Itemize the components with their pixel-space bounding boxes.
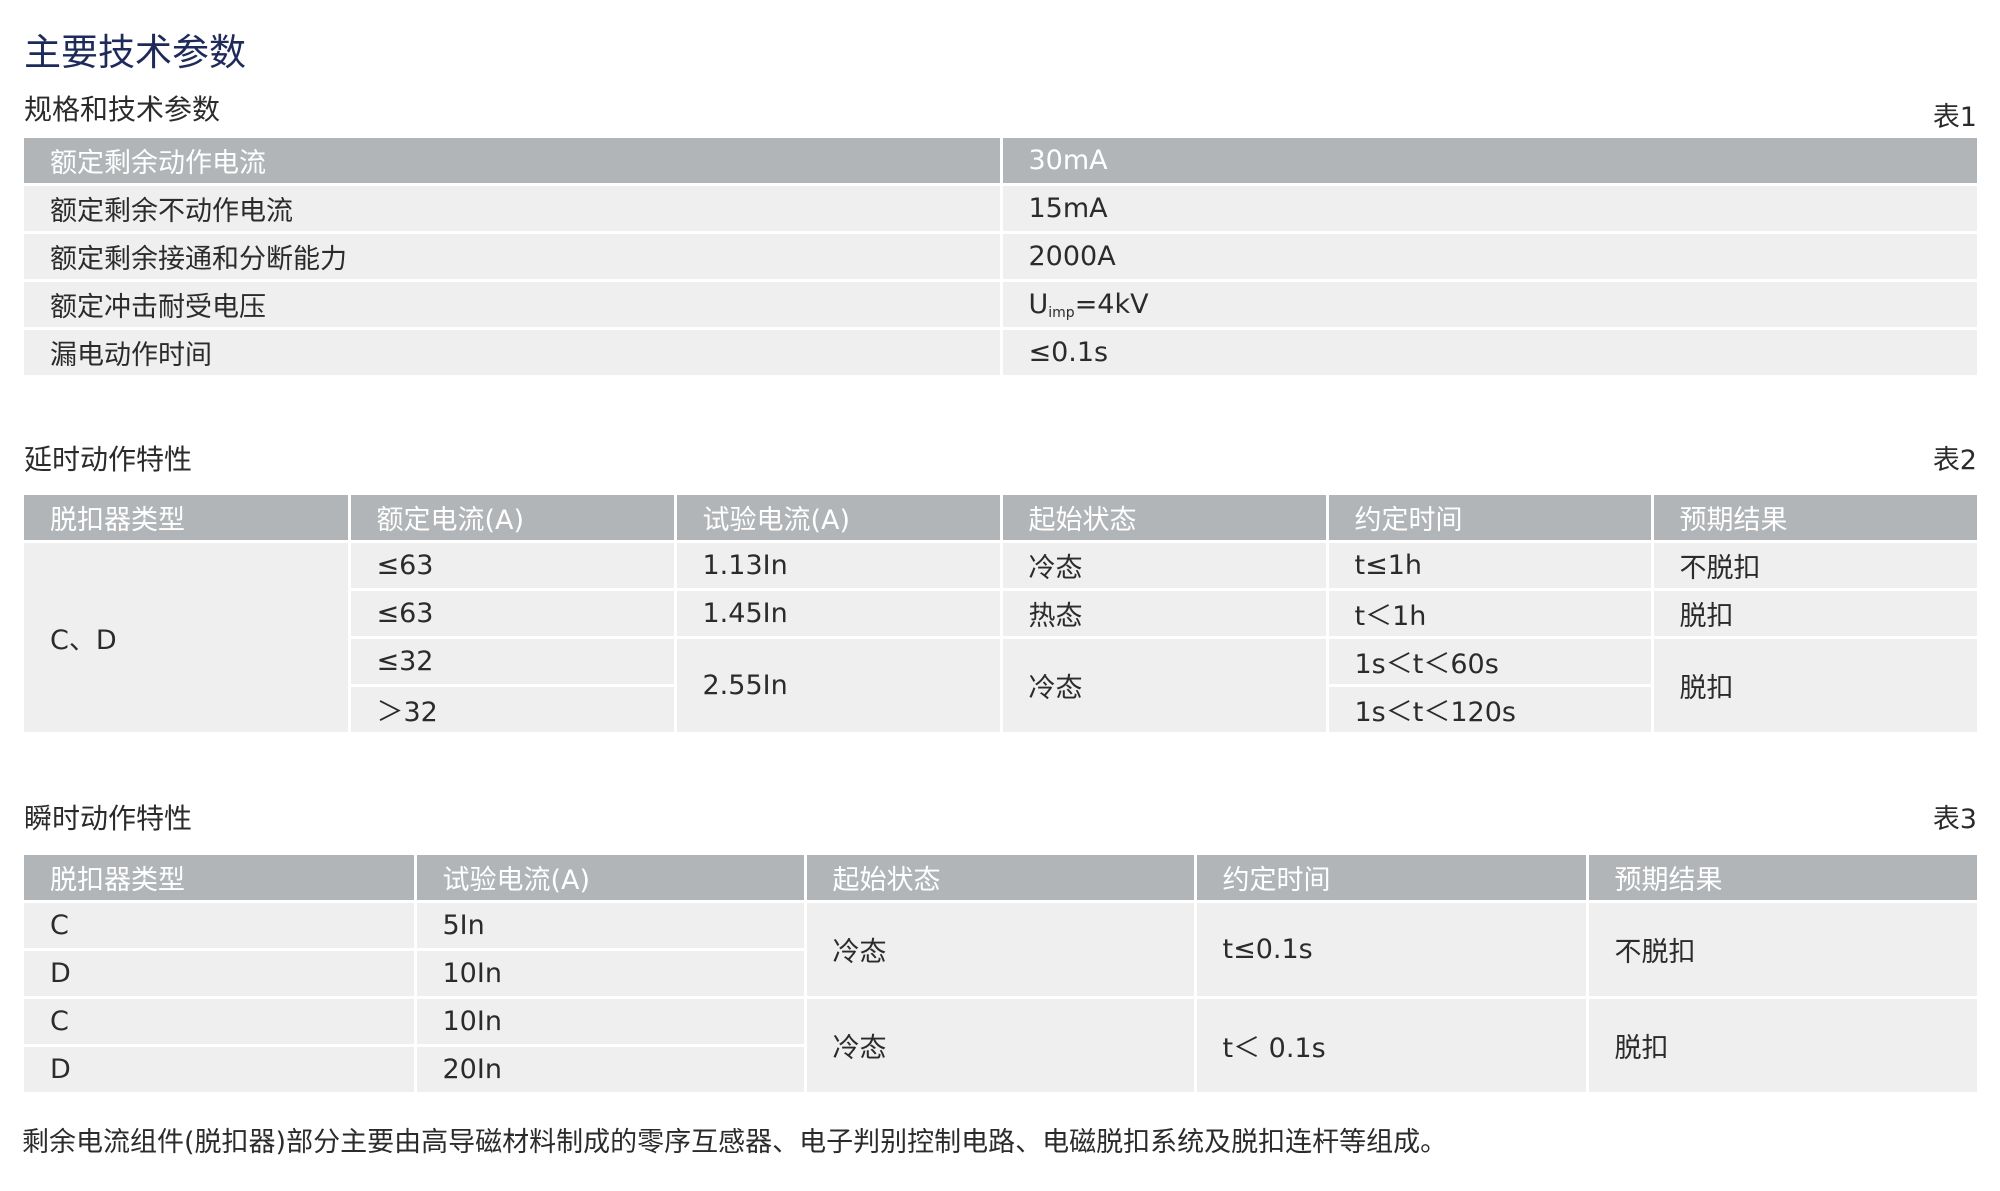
initial-state: 冷态 bbox=[803, 996, 1197, 1095]
column-header: 起始状态 bbox=[803, 855, 1197, 903]
footnote: 剩余电流组件(脱扣器)部分主要由高导磁材料制成的零序互感器、电子判别控制电路、电… bbox=[22, 1127, 1448, 1158]
release-type: D bbox=[24, 948, 417, 999]
instant-table: 脱扣器类型 试验电流(A) 起始状态 约定时间 预期结果 C 5In 冷态 t≤… bbox=[24, 855, 1977, 1095]
param-value: 30mA bbox=[999, 138, 1977, 186]
header-row: 脱扣器类型 试验电流(A) 起始状态 约定时间 预期结果 bbox=[24, 855, 1977, 903]
conventional-time: t＜1h bbox=[1325, 588, 1654, 639]
table-row: 额定剩余接通和分断能力 2000A bbox=[24, 231, 1977, 282]
param-value: ≤0.1s bbox=[999, 327, 1977, 378]
expected-result: 脱扣 bbox=[1650, 588, 1977, 639]
conventional-time: 1s＜t＜120s bbox=[1325, 684, 1652, 735]
table-row: 额定剩余动作电流 30mA bbox=[24, 138, 1977, 186]
expected-result: 脱扣 bbox=[1650, 636, 1977, 735]
test-current: 2.55In bbox=[673, 636, 1003, 735]
param-label: 额定剩余接通和分断能力 bbox=[24, 231, 1003, 282]
table-row: D 20In bbox=[24, 1044, 1977, 1095]
table1-number: 表1 bbox=[1932, 102, 1977, 133]
expected-result: 脱扣 bbox=[1585, 996, 1977, 1095]
column-header: 试验电流(A) bbox=[673, 495, 1003, 543]
test-current: 10In bbox=[413, 948, 805, 999]
expected-result: 不脱扣 bbox=[1585, 900, 1977, 999]
table-row: ≤63 1.45In 热态 t＜1h 脱扣 bbox=[24, 588, 1977, 639]
release-type: C bbox=[24, 900, 417, 951]
table2-number: 表2 bbox=[1932, 445, 1977, 476]
column-header: 约定时间 bbox=[1193, 855, 1589, 903]
conventional-time: 1s＜t＜60s bbox=[1325, 636, 1654, 687]
column-header: 预期结果 bbox=[1650, 495, 1977, 543]
param-label: 漏电动作时间 bbox=[24, 327, 1003, 378]
column-header: 预期结果 bbox=[1585, 855, 1977, 903]
column-header: 约定时间 bbox=[1325, 495, 1654, 543]
value-prefix: U bbox=[1028, 288, 1049, 320]
value-suffix: =4kV bbox=[1074, 288, 1149, 320]
conventional-time: t＜ 0.1s bbox=[1193, 996, 1589, 1095]
test-current: 5In bbox=[413, 900, 807, 951]
initial-state: 冷态 bbox=[803, 900, 1197, 999]
table-row: C、D ≤63 1.13In 冷态 t≤1h 不脱扣 bbox=[24, 540, 1977, 735]
table-row: D 10In bbox=[24, 948, 1977, 999]
test-current: 20In bbox=[413, 1044, 805, 1095]
column-header: 额定电流(A) bbox=[347, 495, 677, 543]
spec-table: 额定剩余动作电流 30mA 额定剩余不动作电流 15mA 额定剩余接通和分断能力 20… bbox=[24, 138, 1977, 378]
table-row: ≤32 2.55In 冷态 1s＜t＜60s 脱扣 bbox=[24, 636, 1977, 735]
expected-result: 不脱扣 bbox=[1650, 540, 1977, 591]
param-value: Uimp=4kV bbox=[999, 279, 1977, 330]
column-header: 脱扣器类型 bbox=[24, 855, 417, 903]
table2-caption: 延时动作特性 bbox=[24, 443, 193, 476]
initial-state: 热态 bbox=[999, 588, 1329, 639]
conventional-time: t≤1h bbox=[1325, 540, 1654, 591]
table1-caption: 规格和技术参数 bbox=[24, 93, 221, 126]
test-current: 1.45In bbox=[673, 588, 1003, 639]
delay-table: 脱扣器类型 额定电流(A) 试验电流(A) 起始状态 约定时间 预期结果 C、D… bbox=[24, 495, 1977, 735]
rated-current: ≤63 bbox=[347, 540, 677, 591]
table3-number: 表3 bbox=[1932, 804, 1977, 835]
column-header: 试验电流(A) bbox=[413, 855, 807, 903]
param-value: 2000A bbox=[999, 231, 1977, 282]
release-type: C bbox=[24, 996, 417, 1047]
rated-current: ≤32 bbox=[349, 636, 677, 687]
initial-state: 冷态 bbox=[999, 636, 1329, 735]
table-row: ＞32 1s＜t＜120s bbox=[24, 684, 1977, 735]
initial-state: 冷态 bbox=[999, 540, 1329, 591]
table3-caption: 瞬时动作特性 bbox=[24, 802, 193, 835]
param-value: 15mA bbox=[999, 183, 1977, 234]
page-title: 主要技术参数 bbox=[24, 31, 246, 74]
value-subscript: imp bbox=[1048, 304, 1075, 321]
param-label: 额定冲击耐受电压 bbox=[24, 279, 1003, 330]
rated-current: ＞32 bbox=[349, 684, 677, 735]
table-row: C 5In 冷态 t≤0.1s 不脱扣 bbox=[24, 900, 1977, 999]
table-row: 额定冲击耐受电压 Uimp=4kV bbox=[24, 279, 1977, 330]
release-type: C、D bbox=[24, 540, 351, 735]
conventional-time: t≤0.1s bbox=[1193, 900, 1589, 999]
column-header: 脱扣器类型 bbox=[24, 495, 351, 543]
param-label: 额定剩余动作电流 bbox=[24, 138, 1003, 186]
release-type: D bbox=[24, 1044, 417, 1095]
table-row: 额定剩余不动作电流 15mA bbox=[24, 183, 1977, 234]
rated-current: ≤63 bbox=[349, 588, 677, 639]
table-row: 漏电动作时间 ≤0.1s bbox=[24, 327, 1977, 378]
param-label: 额定剩余不动作电流 bbox=[24, 183, 1003, 234]
test-current: 1.13In bbox=[673, 540, 1003, 591]
header-row: 脱扣器类型 额定电流(A) 试验电流(A) 起始状态 约定时间 预期结果 bbox=[24, 495, 1977, 543]
table-row: C 10In 冷态 t＜ 0.1s 脱扣 bbox=[24, 996, 1977, 1095]
test-current: 10In bbox=[413, 996, 807, 1047]
column-header: 起始状态 bbox=[999, 495, 1329, 543]
